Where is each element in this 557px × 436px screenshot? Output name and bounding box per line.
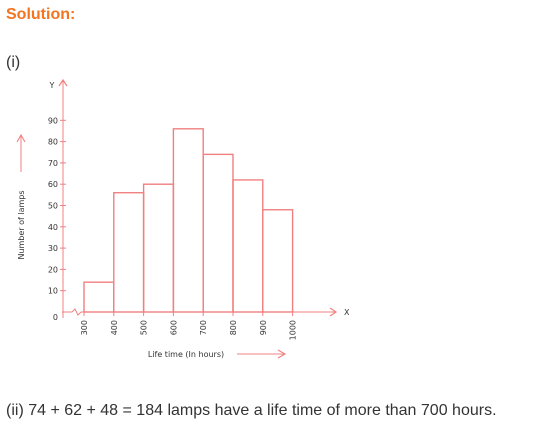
ticks-layer [60, 119, 294, 316]
x-axis-title: Life time (In hours) [148, 350, 224, 359]
y-tick-label-70: 70 [48, 159, 58, 168]
y-axis-title: Number of lamps [17, 190, 26, 259]
histogram-bar-500-600 [142, 183, 175, 313]
y-axis-letter: Y [49, 81, 55, 90]
x-axis-break [71, 308, 82, 316]
bars-layer [83, 128, 294, 313]
x-axis-arrow [329, 307, 338, 317]
x-tick-label-700: 700 [199, 320, 208, 335]
y-tick-label-60: 60 [48, 180, 58, 189]
histogram-bar-900-1000 [262, 209, 294, 313]
y-tick-label-10: 10 [48, 287, 58, 296]
x-tick-label-1000: 1000 [289, 320, 298, 340]
x-tick-label-600: 600 [169, 320, 178, 335]
x-tick-label-500: 500 [140, 320, 149, 335]
histogram-chart: X Y 0 10 20 30 40 50 60 70 80 90 300 400 500 600 700 800 9… [16, 78, 350, 359]
histogram-bar-300-400 [83, 281, 115, 313]
y-tick-label-30: 30 [48, 244, 58, 253]
y-tick-label-90: 90 [48, 116, 58, 125]
histogram-bar-400-500 [113, 192, 145, 313]
y-title-arrow-head [16, 133, 26, 143]
y-tick-label-20: 20 [48, 265, 58, 274]
solution-heading: Solution: [6, 6, 76, 23]
x-tick-label-800: 800 [229, 320, 238, 335]
axes-layer [16, 78, 338, 359]
x-title-arrow-head [277, 349, 287, 359]
part-i-label: (i) [6, 54, 21, 71]
x-tick-label-300: 300 [80, 320, 89, 335]
y-tick-label-0: 0 [53, 313, 58, 322]
histogram-bar-600-700 [172, 128, 204, 313]
y-tick-label-80: 80 [48, 138, 58, 147]
labels-layer: X Y 0 10 20 30 40 50 60 70 80 90 300 400 500 600 700 800 9… [17, 81, 350, 359]
histogram-bar-700-800 [202, 153, 234, 313]
y-axis-arrow [58, 78, 68, 87]
x-axis-letter: X [344, 308, 350, 317]
answer-text: (ii) 74 + 62 + 48 = 184 lamps have a lif… [6, 402, 497, 419]
x-tick-label-400: 400 [110, 320, 119, 335]
y-tick-label-50: 50 [48, 202, 58, 211]
histogram-bar-800-900 [232, 179, 264, 313]
x-tick-label-900: 900 [259, 320, 268, 335]
y-tick-label-40: 40 [48, 223, 58, 232]
